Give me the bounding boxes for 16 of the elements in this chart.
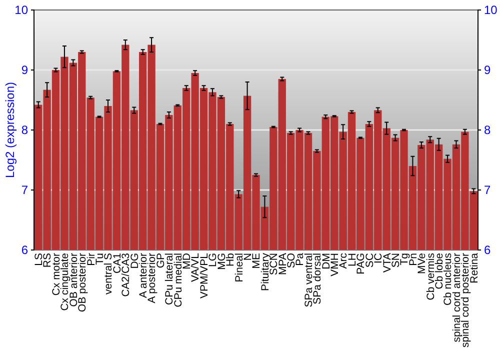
y2-tick-label: 10 (484, 2, 498, 17)
y2-tick-label: 6 (484, 242, 491, 257)
y-tick-label: 8 (21, 122, 28, 137)
x-tick-label: A posterior (146, 252, 158, 304)
y-tick-label: 9 (21, 62, 28, 77)
y-tick-label: 10 (14, 2, 28, 17)
y2-tick-label: 7 (484, 182, 491, 197)
x-tick-label: OB posterior (76, 252, 89, 312)
y2-tick-label: 9 (484, 62, 491, 77)
y2-tick-label: 8 (484, 122, 491, 137)
x-tick-label: DG (128, 253, 141, 269)
x-tick-label: SO (286, 253, 298, 268)
y-axis-title: Log2 (expression) (3, 82, 18, 178)
y-tick-label: 6 (21, 242, 28, 257)
x-tick-label: RS (42, 253, 54, 268)
y-tick-label: 7 (21, 182, 28, 197)
